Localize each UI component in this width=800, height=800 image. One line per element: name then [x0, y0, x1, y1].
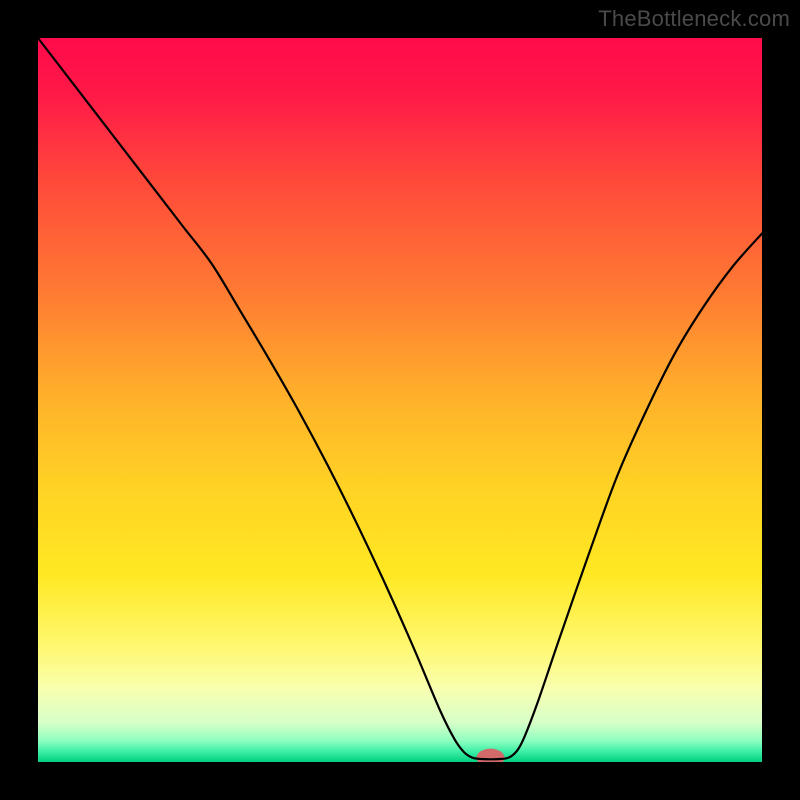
plot-background — [38, 38, 762, 762]
bottleneck-chart — [0, 0, 800, 800]
chart-container: TheBottleneck.com — [0, 0, 800, 800]
watermark-text: TheBottleneck.com — [598, 6, 790, 32]
